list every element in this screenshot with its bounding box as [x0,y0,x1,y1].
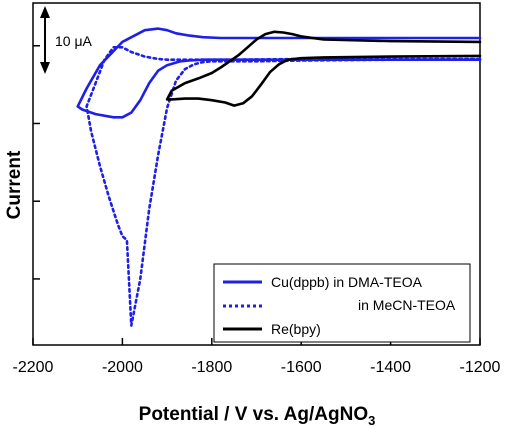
series-line-2 [165,30,482,107]
current-scale-bar: 10 μA [40,6,93,74]
x-tick-label-1: -2000 [102,359,143,376]
legend-label-series-1: in MeCN-TEOA [358,297,456,313]
legend-label-series-2: Re(bpy) [271,321,321,337]
x-tick-label-4: -1400 [370,359,411,376]
plot-frame [32,2,481,346]
x-axis-title: Potential / V vs. Ag/AgNO3 [139,404,376,428]
scale-bar-label: 10 μA [55,33,93,49]
y-axis [33,45,40,280]
legend-label-series-0: Cu(dppb) in DMA-TEOA [271,274,423,290]
plot-area [32,2,481,346]
x-axis-title-subscript: 3 [368,413,375,428]
y-axis-title: Current [4,150,25,219]
x-tick-label-2: -1800 [191,359,232,376]
legend: Cu(dppb) in DMA-TEOA in MeCN-TEOA Re(bpy… [213,263,471,343]
x-axis: -2200 -2000 -1800 -1600 -1400 -1200 [13,338,501,376]
x-tick-label-5: -1200 [460,359,501,376]
series-layer [76,27,482,327]
scale-bar-arrow-down [40,62,50,74]
x-tick-label-3: -1600 [281,359,322,376]
x-axis-title-text: Potential / V vs. Ag/AgNO [139,404,368,425]
scale-bar-arrow-up [40,6,50,18]
x-tick-label-0: -2200 [13,359,54,376]
series-line-1 [85,46,482,327]
